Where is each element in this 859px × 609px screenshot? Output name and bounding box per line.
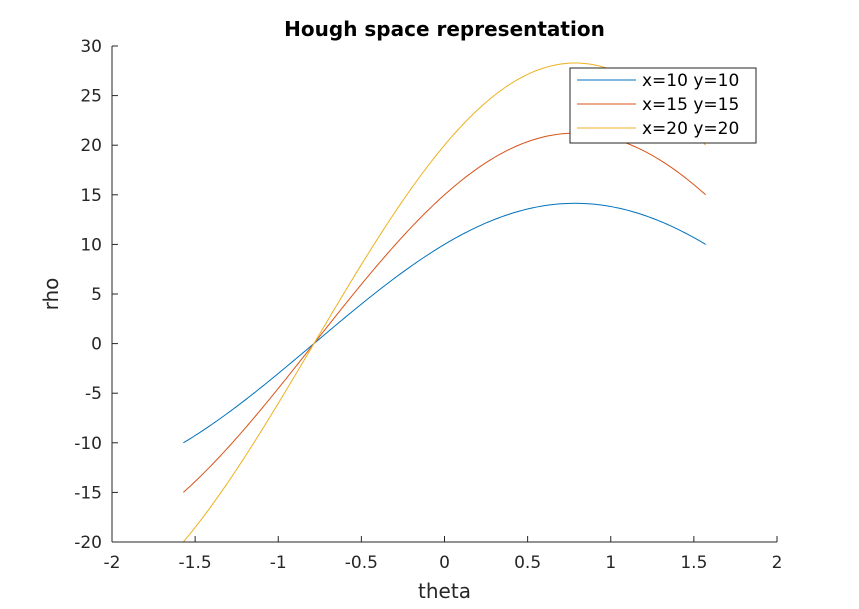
x-tick-label: -1 (270, 553, 287, 573)
x-tick-label: 0 (439, 553, 450, 573)
y-tick-label: -20 (74, 533, 102, 553)
y-tick-label: -5 (85, 384, 102, 404)
x-tick-label: 1.5 (680, 553, 707, 573)
x-tick-label: 0.5 (514, 553, 541, 573)
y-ticks: -20 -15 -10 -5 0 5 10 15 20 25 30 (74, 37, 118, 553)
y-tick-label: 30 (80, 37, 102, 57)
y-tick-label: 15 (80, 186, 102, 206)
x-axis-label: theta (418, 579, 471, 603)
legend: x=10 y=10 x=15 y=15 x=20 y=20 (569, 67, 757, 144)
y-tick-label: 20 (80, 136, 102, 156)
y-tick-label: -15 (74, 483, 102, 503)
x-ticks: -2 -1.5 -1 -0.5 0 0.5 1 1.5 2 (104, 536, 783, 573)
y-tick-label: 5 (91, 285, 102, 305)
series-line-1 (183, 202, 706, 444)
x-tick-label: -2 (104, 553, 121, 573)
y-tick-label: 0 (91, 335, 102, 355)
x-tick-label: 2 (772, 553, 783, 573)
y-tick-label: -10 (74, 434, 102, 454)
y-axis-label: rho (39, 278, 63, 311)
legend-label-3: x=20 y=20 (642, 119, 739, 139)
legend-label-1: x=10 y=10 (642, 71, 739, 91)
y-tick-label: 25 (80, 87, 102, 107)
y-tick-label: 10 (80, 235, 102, 255)
x-tick-label: 1 (605, 553, 616, 573)
x-tick-label: -1.5 (179, 553, 212, 573)
x-tick-label: -0.5 (345, 553, 378, 573)
legend-label-2: x=15 y=15 (642, 95, 739, 115)
chart-title: Hough space representation (284, 17, 605, 41)
